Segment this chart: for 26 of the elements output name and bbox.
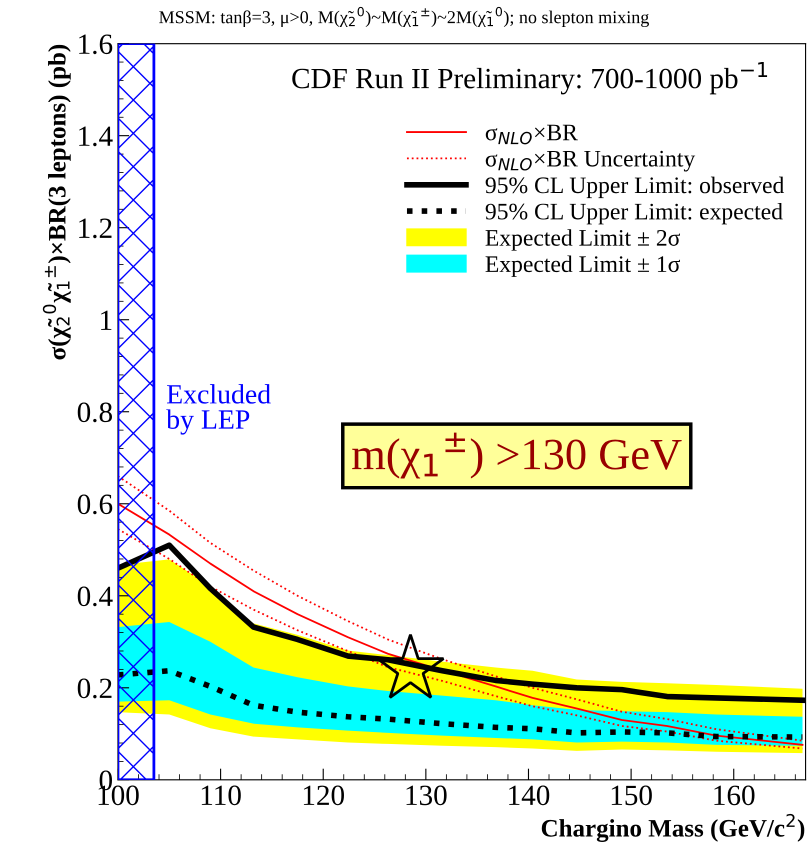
legend-label: σ$_{NLO}$×BR Uncertainty xyxy=(486,150,696,172)
y-tick-label: 0.2 xyxy=(78,678,112,698)
y-tick-label: 0.6 xyxy=(78,494,112,514)
x-tick-label: 130 xyxy=(406,786,447,806)
x-tick-label: 150 xyxy=(612,786,652,806)
x-tick-label: 140 xyxy=(509,786,550,806)
chart-title: MSSM: tanβ=3, μ>0, M(χ̃$_{2}$$^{0}$)~M(χ̃$_{1}$$^{±}$)~2M(χ̃$_{1}$$^{0}$); no slepton mixing xyxy=(159,6,649,28)
y-tick-label: 1.2 xyxy=(79,218,112,238)
legend-label: Expected Limit ± 1σ xyxy=(486,256,680,277)
x-tick-label: 120 xyxy=(304,786,344,806)
x-tick-label: 160 xyxy=(714,786,754,806)
y-axis-title: σ(χ̃$_{2}$$^{0}$χ̃$_{1}$$^{±}$)×BR(3 leptons) (pb) xyxy=(42,44,71,360)
legend-label: 95% CL Upper Limit: observed xyxy=(486,176,784,198)
y-tick-label: 1 xyxy=(101,310,112,330)
annotation: m(χ$_{1}$$^{±}$) >130 GeV xyxy=(352,432,682,479)
y-tick-label: 0.8 xyxy=(78,402,112,422)
text: CDF Run II Preliminary: 700-1000 pb$^{−1}$ xyxy=(292,62,768,94)
x-axis-title: Chargino Mass (GeV/c$^{2}$) xyxy=(542,814,804,842)
x-tick-label: 110 xyxy=(202,786,241,806)
band-label: Excluded by LEP xyxy=(166,384,271,435)
legend-label: Expected Limit ± 2σ xyxy=(486,229,680,251)
y-tick-label: 1.6 xyxy=(79,34,112,54)
legend-label: 95% CL Upper Limit: expected xyxy=(486,202,783,224)
y-tick-label: 1.4 xyxy=(79,126,113,146)
legend-label: σ$_{NLO}$×BR xyxy=(486,124,578,144)
y-tick-label: 0.4 xyxy=(78,586,113,606)
